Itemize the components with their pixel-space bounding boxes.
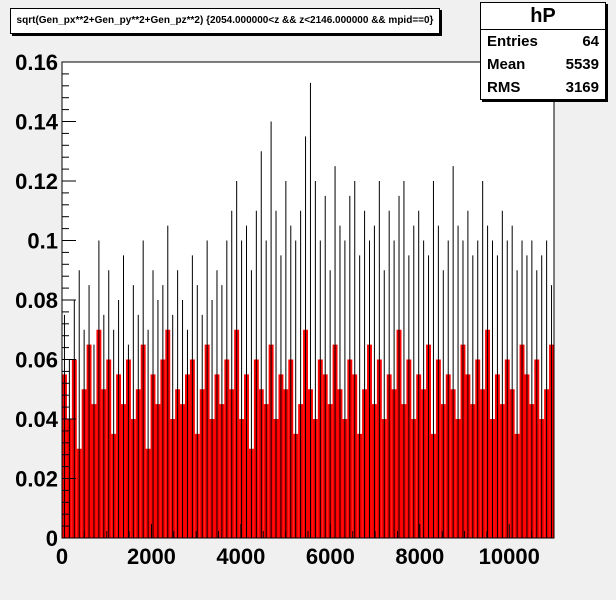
x-tick-label: 8000 xyxy=(395,544,444,569)
x-tick-label: 4000 xyxy=(216,544,265,569)
stats-value: 3169 xyxy=(565,79,599,96)
y-tick-label: 0.06 xyxy=(15,348,58,373)
y-tick-label: 0.08 xyxy=(15,288,58,313)
histogram-title-text: sqrt(Gen_px**2+Gen_py**2+Gen_pz**2) {205… xyxy=(16,15,434,26)
stats-label: Entries xyxy=(487,33,538,50)
stats-row-mean: Mean 5539 xyxy=(481,53,605,76)
stats-histogram-name: hP xyxy=(481,3,605,30)
stats-value: 5539 xyxy=(565,56,599,73)
y-tick-label: 0.12 xyxy=(15,169,58,194)
y-tick-label: 0.04 xyxy=(15,407,59,432)
y-tick-label: 0 xyxy=(46,526,58,551)
stats-row-entries: Entries 64 xyxy=(481,30,605,53)
stats-box: hP Entries 64 Mean 5539 RMS 3169 xyxy=(480,2,606,100)
x-tick-label: 0 xyxy=(56,544,68,569)
y-tick-label: 0.1 xyxy=(27,229,58,254)
y-tick-label: 0.02 xyxy=(15,467,58,492)
histogram-title: sqrt(Gen_px**2+Gen_py**2+Gen_pz**2) {205… xyxy=(10,8,440,34)
stats-label: RMS xyxy=(487,79,521,96)
axes: 0 0.02 0.04 0.06 0.08 0.1 0.12 0.14 0.16 0 2000 400… xyxy=(15,50,540,569)
x-tick-label: 10000 xyxy=(479,544,540,569)
stats-label: Mean xyxy=(487,56,526,73)
y-tick-label: 0.14 xyxy=(15,110,59,135)
x-tick-label: 2000 xyxy=(127,544,176,569)
x-tick-label: 6000 xyxy=(306,544,355,569)
y-tick-label: 0.16 xyxy=(15,50,58,75)
stats-row-rms: RMS 3169 xyxy=(481,76,605,99)
stats-value: 64 xyxy=(582,33,599,50)
